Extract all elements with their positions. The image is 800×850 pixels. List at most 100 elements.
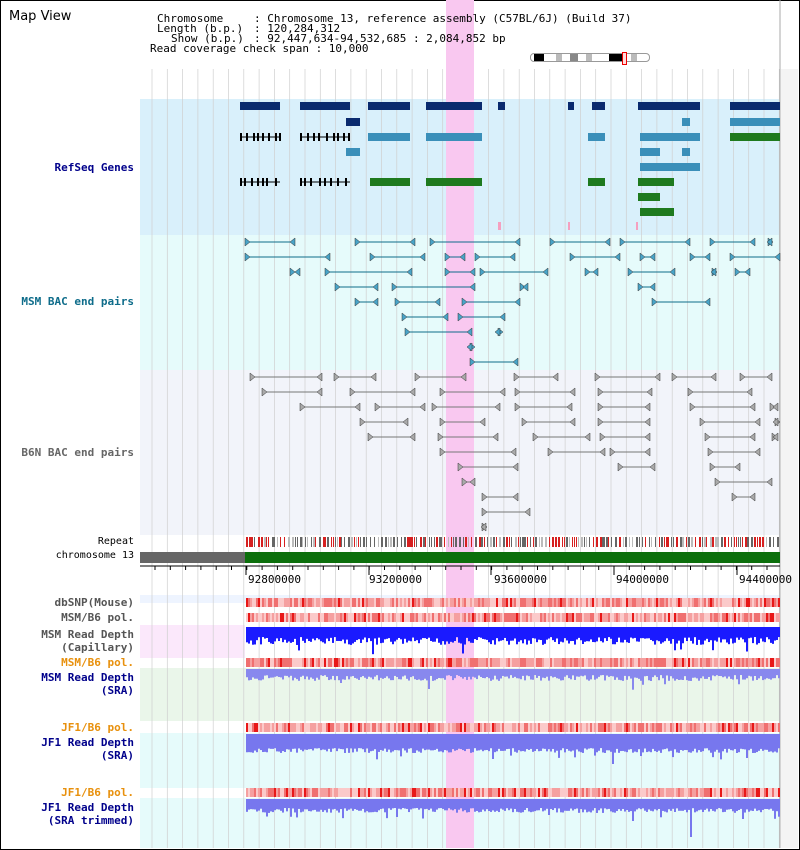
msm-bac-end	[639, 252, 646, 262]
track-label-jf1-b6-pol: JF1/B6 pol.	[61, 721, 134, 734]
msm-sra-depth-bar	[506, 669, 508, 677]
msm-b6-pol-heat	[566, 613, 568, 622]
msm-b6-pol-heat	[398, 613, 400, 622]
dbsnp-heat	[272, 598, 274, 607]
msm-b6-pol-heat-2	[330, 658, 332, 667]
jf1-sra-depth-bar	[254, 734, 256, 751]
track-label-msm-bac[interactable]: MSM BAC end pairs	[21, 295, 134, 308]
refseq-gene-exon	[244, 178, 246, 186]
msm-sra-depth-bar	[744, 669, 746, 680]
jf1-sra-depth-bar	[336, 734, 338, 752]
msm-capillary-depth-bar	[396, 627, 398, 640]
msm-b6-pol-heat	[534, 613, 536, 622]
jf1-b6-pol-heat-2	[378, 788, 380, 797]
msm-b6-pol-heat-2	[658, 658, 660, 667]
msm-b6-pol-heat	[386, 613, 388, 622]
msm-sra-depth-bar	[674, 669, 676, 681]
track-label-b6n-bac[interactable]: B6N BAC end pairs	[21, 446, 134, 459]
repeat-element	[496, 537, 497, 547]
jf1-b6-pol-heat	[614, 723, 616, 732]
refseq-gene	[730, 102, 780, 110]
dbsnp-heat	[736, 598, 738, 607]
track-label-refseq[interactable]: RefSeq Genes	[54, 161, 134, 174]
msm-sra-depth-bar	[344, 669, 346, 680]
dbsnp-heat	[420, 598, 422, 607]
jf1-b6-pol-heat	[672, 723, 674, 732]
msm-b6-pol-heat	[642, 613, 644, 622]
dbsnp-heat	[258, 598, 260, 607]
jf1-sra-depth-bar	[602, 734, 604, 753]
msm-sra-depth-bar	[640, 669, 642, 681]
jf1-b6-pol-heat-2	[482, 788, 484, 797]
b6n-bac-end	[754, 447, 761, 457]
msm-sra-depth-bar	[500, 669, 502, 679]
track-label-msm-depth-capillary: MSM Read Depth	[41, 628, 134, 641]
msm-b6-pol-heat	[456, 613, 458, 622]
dbsnp-heat	[692, 598, 694, 607]
msm-capillary-depth-bar	[696, 627, 698, 645]
jf1-trim-depth-bar	[770, 799, 772, 809]
msm-b6-pol-heat-2	[382, 658, 384, 667]
msm-capillary-depth-bar	[594, 627, 596, 643]
msm-b6-pol-heat	[752, 613, 754, 622]
dbsnp-heat	[506, 598, 508, 607]
dbsnp-heat	[524, 598, 526, 607]
repeat-element	[702, 537, 703, 547]
jf1-b6-pol-heat-2	[628, 788, 630, 797]
msm-b6-pol-heat-2	[406, 658, 408, 667]
dbsnp-heat	[260, 598, 262, 607]
jf1-trim-depth-bar	[552, 799, 554, 811]
jf1-b6-pol-heat-2	[522, 788, 524, 797]
jf1-b6-pol-heat	[402, 723, 404, 732]
msm-b6-pol-heat-2	[660, 658, 662, 667]
msm-capillary-depth-bar	[386, 627, 388, 639]
jf1-sra-depth-bar	[306, 734, 308, 750]
msm-sra-depth-bar	[764, 669, 766, 680]
jf1-trim-depth-bar	[764, 799, 766, 809]
msm-capillary-depth-bar	[364, 627, 366, 638]
dbsnp-heat	[436, 598, 438, 607]
msm-b6-pol-heat	[480, 613, 482, 622]
msm-b6-pol-heat-2	[522, 658, 524, 667]
repeat-element	[348, 537, 350, 547]
track-label-dbsnp: dbSNP(Mouse)	[54, 596, 134, 609]
repeat-element	[632, 537, 633, 547]
chromosome-ideogram[interactable]	[530, 52, 650, 65]
jf1-sra-depth-bar	[554, 734, 556, 753]
dbsnp-heat	[332, 598, 334, 607]
repeat-element	[596, 537, 598, 547]
dbsnp-heat	[268, 598, 270, 607]
msm-capillary-depth-bar	[342, 627, 344, 640]
jf1-trim-depth-bar	[510, 799, 512, 809]
jf1-sra-depth-bar	[326, 734, 328, 752]
jf1-b6-pol-heat-2	[324, 788, 326, 797]
msm-b6-pol-heat	[570, 613, 572, 622]
msm-bac-end	[404, 327, 411, 337]
refseq-gene	[346, 148, 360, 156]
msm-b6-pol-heat-2	[766, 658, 768, 667]
jf1-b6-pol-heat-2	[604, 788, 606, 797]
b6n-bac-end	[333, 372, 340, 382]
jf1-b6-pol-heat-2	[370, 788, 372, 797]
jf1-sra-depth-bar	[536, 734, 538, 750]
msm-capillary-depth-bar	[324, 627, 326, 644]
jf1-trim-depth-bar	[422, 799, 424, 819]
msm-bac-end	[466, 327, 473, 337]
msm-b6-pol-heat-2	[770, 658, 772, 667]
msm-b6-pol-heat	[484, 613, 486, 622]
dbsnp-heat	[376, 598, 378, 607]
jf1-trim-depth-bar	[674, 799, 676, 812]
jf1-b6-pol-heat	[532, 723, 534, 732]
msm-capillary-depth-bar	[474, 627, 476, 640]
msm-b6-pol-heat-2	[662, 658, 664, 667]
b6n-bac-end	[481, 492, 488, 502]
jf1-b6-pol-heat-2	[736, 788, 738, 797]
jf1-b6-pol-heat	[408, 723, 410, 732]
repeat-element	[354, 537, 355, 547]
msm-b6-pol-heat	[718, 613, 720, 622]
jf1-sra-depth-bar	[750, 734, 752, 749]
jf1-sra-depth-bar	[332, 734, 334, 749]
b6n-bac-end	[494, 402, 501, 412]
msm-sra-depth-bar	[736, 669, 738, 680]
